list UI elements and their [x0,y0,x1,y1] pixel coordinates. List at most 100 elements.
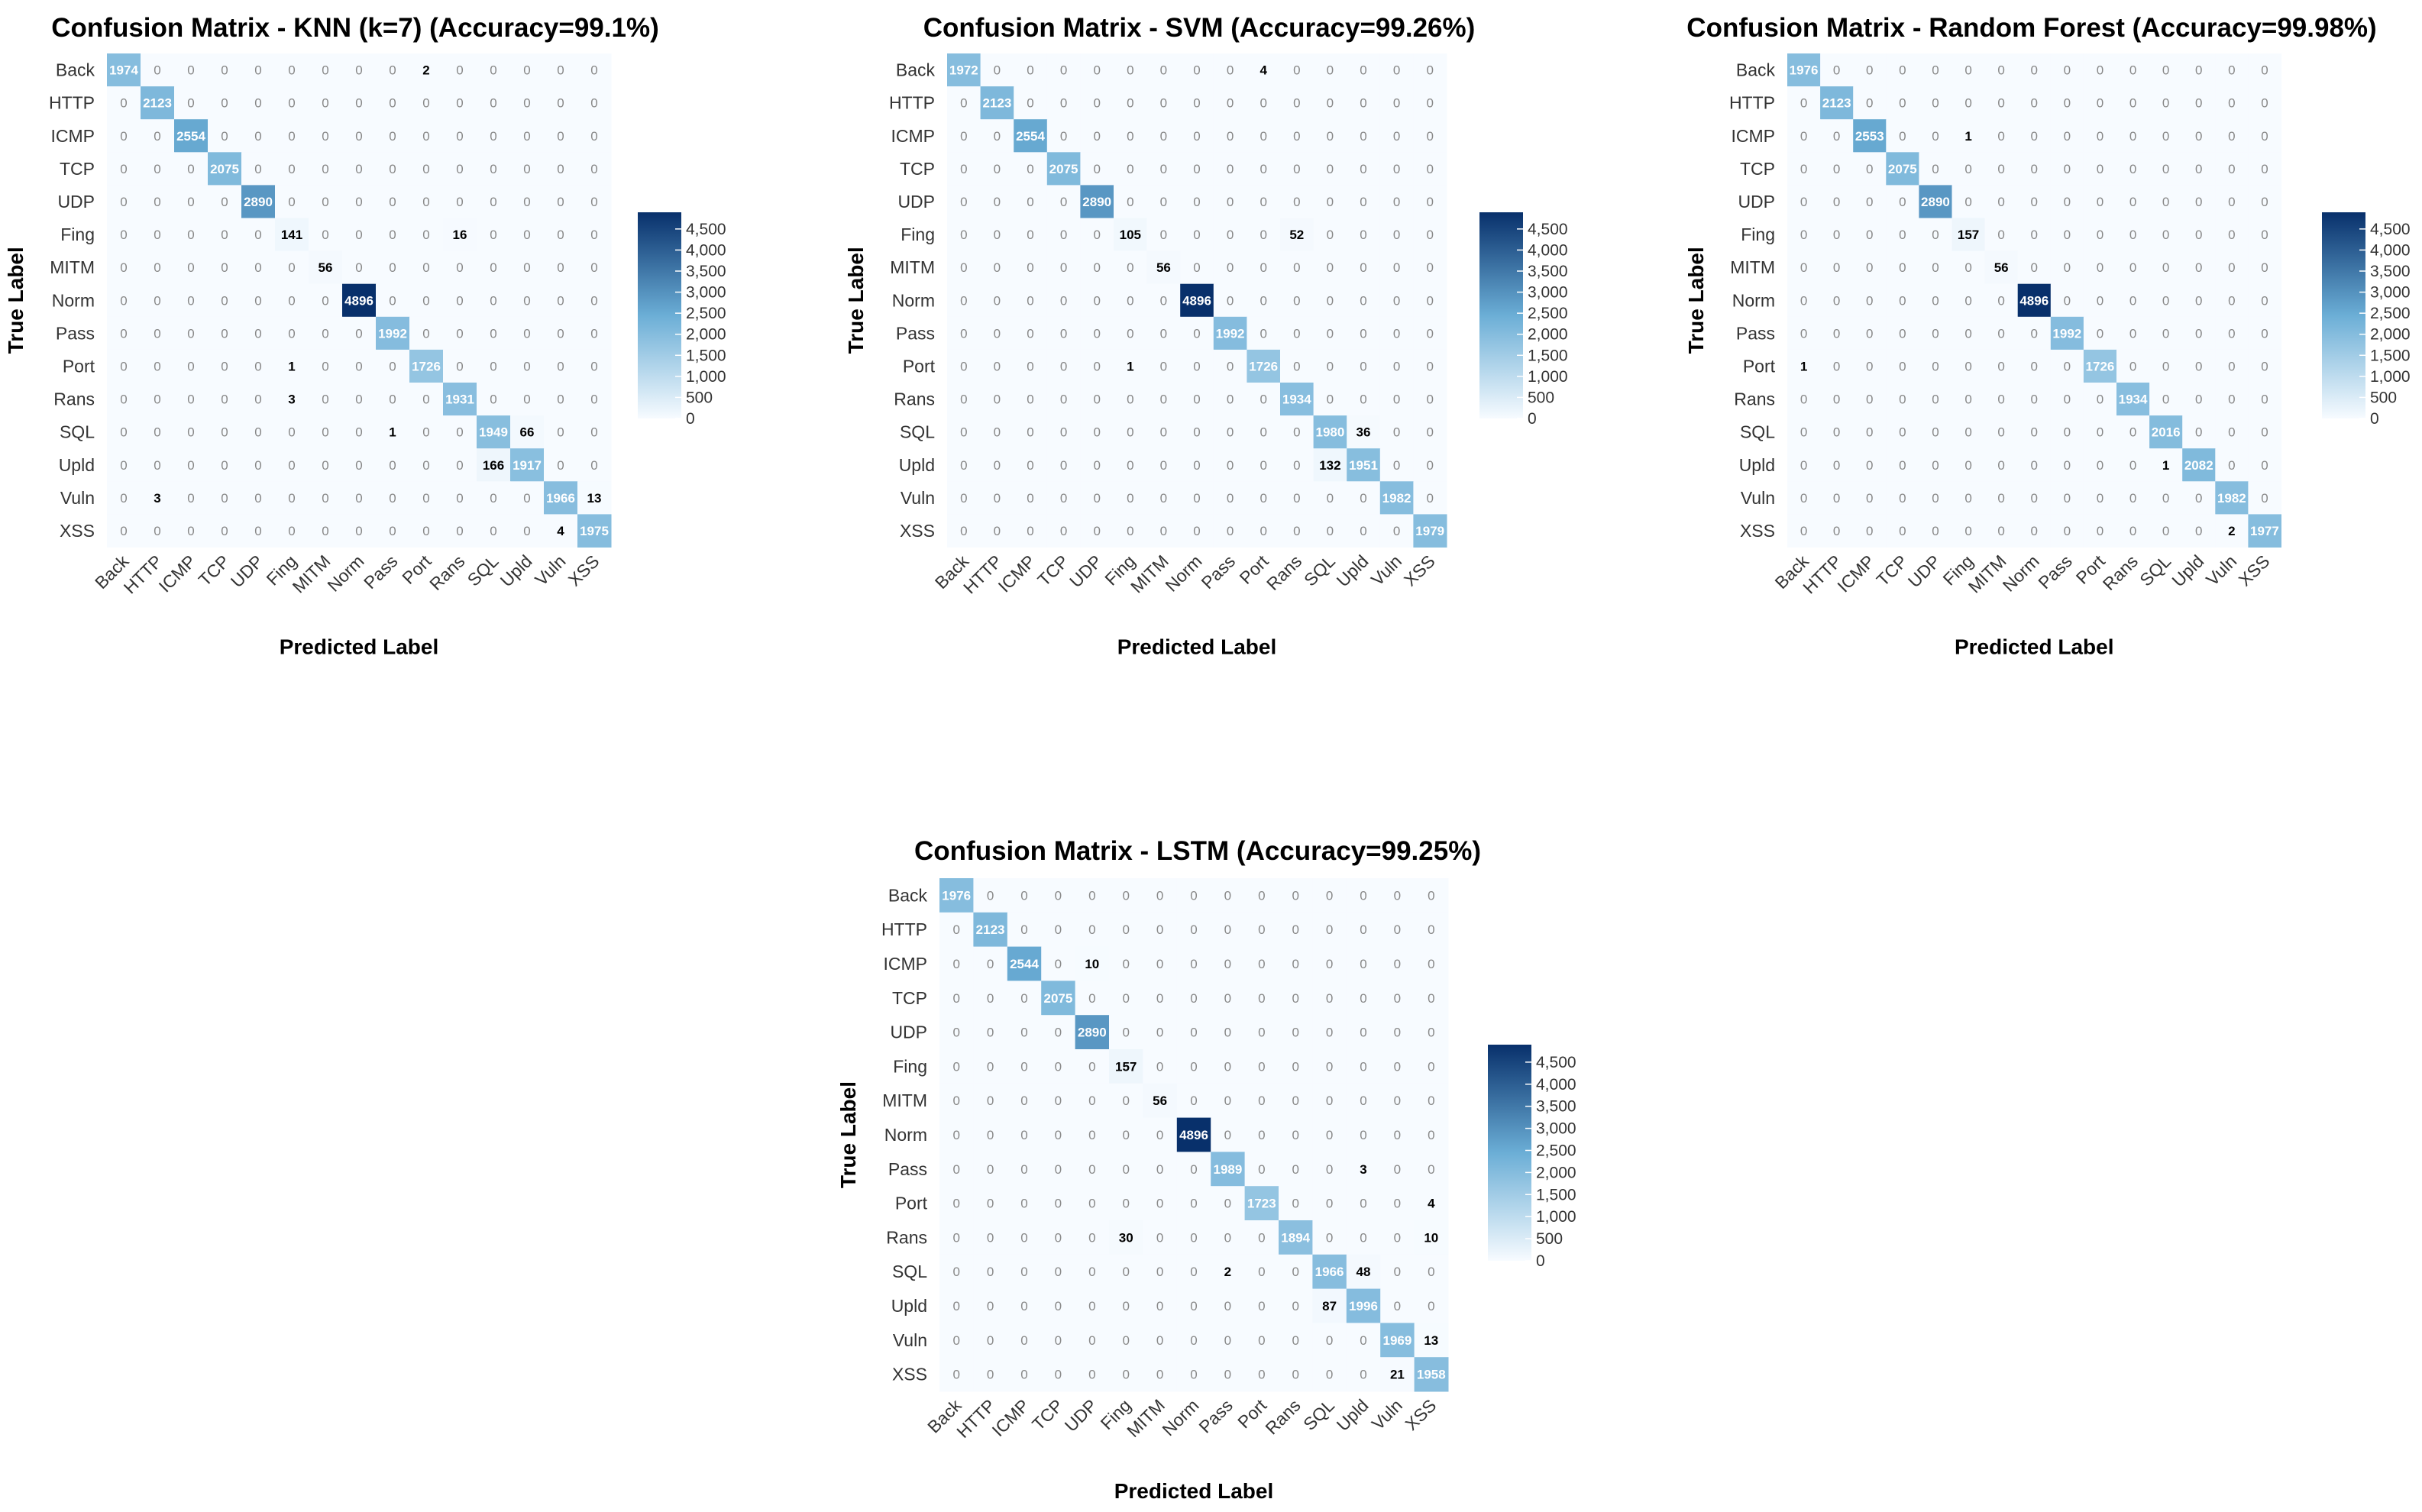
heatmap-cell [1109,1117,1143,1152]
cell-value-label: 0 [1326,1197,1333,1211]
cell-value-label: 0 [187,524,194,538]
x-tick-label: Rans [425,551,468,594]
cell-value-label: 0 [2097,326,2103,341]
heatmap-cell [1853,349,1887,383]
heatmap-cell [376,349,410,383]
heatmap-cell [1952,448,1986,482]
heatmap-cell [1984,415,2019,449]
heatmap-cell [477,316,511,351]
cell-value-label: 0 [1932,359,1939,373]
cell-value-label: 0 [1393,228,1400,242]
colorbar-tick-label: 3,500 [2370,263,2411,280]
heatmap-cell [973,946,1008,981]
heatmap-cell [1787,218,1821,252]
cell-value-label: 0 [2097,63,2103,78]
cell-value-label: 0 [1360,293,1366,308]
heatmap-cell [1280,481,1314,515]
cell-value-label: 0 [1932,326,1939,341]
heatmap-cell [1413,152,1447,186]
colorbar-tick-label: 2,000 [1536,1164,1576,1181]
heatmap-cell [973,1186,1008,1221]
heatmap-cell [141,152,175,186]
cell-value-label: 36 [1357,425,1371,440]
cell-value-label: 0 [1260,195,1266,209]
heatmap-cell [1414,1015,1449,1050]
heatmap-cell [1014,481,1048,515]
heatmap-cell [1379,218,1414,252]
cell-value-label: 0 [1060,293,1067,308]
heatmap-cell [1787,481,1821,515]
heatmap-cell [1346,912,1381,948]
y-tick-label: Pass [56,323,95,343]
heatmap-cell [1114,86,1148,120]
chart-title: Confusion Matrix - Random Forest (Accura… [1686,13,2376,43]
cell-value-label: 0 [1293,491,1300,506]
heatmap-cell [1176,981,1211,1016]
heatmap-cell [1211,1288,1246,1323]
heatmap-cell [275,349,309,383]
y-tick-label: Norm [1732,290,1775,310]
heatmap-cell [2149,53,2183,87]
cell-value-label: 0 [2195,393,2202,407]
heatmap-cell [1143,946,1178,981]
heatmap-cell [1247,514,1281,548]
heatmap-cell [309,185,343,218]
cell-value-label: 0 [1027,96,1033,111]
cell-value-label: 0 [1292,1333,1298,1348]
cell-value-label: 1958 [1417,1368,1446,1382]
cell-value-label: 0 [2097,491,2103,506]
cell-value-label: 0 [1426,162,1433,176]
heatmap-cell [1080,218,1114,252]
heatmap-cell [1853,481,1887,515]
cell-value-label: 0 [1326,1059,1333,1074]
cell-value-label: 0 [2064,425,2071,440]
cell-value-label: 0 [1327,393,1334,407]
cell-value-label: 0 [1122,991,1129,1006]
heatmap-cell [1984,218,2019,252]
heatmap-cell [342,316,377,351]
x-tick-label: XSS [2235,551,2274,590]
heatmap-cell [1146,152,1181,186]
cell-value-label: 0 [1360,1197,1366,1211]
cell-value-label: 1976 [942,888,971,903]
heatmap-cell [2248,218,2281,252]
heatmap-cell [1244,1117,1279,1152]
heatmap-cell [577,218,612,252]
heatmap-cell [1787,514,1821,548]
heatmap-cell [107,448,141,482]
cell-value-label: 0 [1160,524,1167,538]
heatmap-cell [2050,119,2084,153]
cell-value-label: 0 [1866,425,1873,440]
cell-value-label: 0 [490,491,496,506]
cell-value-label: 0 [1020,1265,1027,1279]
heatmap-cell [2116,218,2150,252]
heatmap-cell [2083,415,2117,449]
heatmap-cell [174,250,209,285]
heatmap-cell [1312,1083,1347,1119]
cell-value-label: 0 [952,922,959,937]
y-tick-label: SQL [900,422,935,442]
heatmap-cell [1952,185,1986,218]
heatmap-cell [1279,878,1313,913]
heatmap-cell [1853,383,1887,416]
heatmap-cell [1109,912,1143,948]
heatmap-cell [1213,349,1247,383]
heatmap-cell [174,152,209,186]
heatmap-cell [107,481,141,515]
cell-value-label: 0 [590,425,597,440]
heatmap-cell [2083,218,2117,252]
cell-value-label: 0 [1327,228,1334,242]
cell-value-label: 0 [960,524,967,538]
cell-value-label: 0 [422,326,429,341]
colorbar-tick-label: 500 [1528,389,1554,406]
cell-value-label: 0 [2129,524,2136,538]
heatmap-cell [1413,316,1447,351]
heatmap-cell [1007,1288,1042,1323]
heatmap-cell [1041,1288,1076,1323]
heatmap-cell [2050,316,2084,351]
cell-value-label: 0 [1258,1026,1265,1040]
cell-value-label: 0 [523,491,530,506]
cell-value-label: 0 [1428,1162,1434,1177]
heatmap-cell [1279,912,1313,948]
cell-value-label: 0 [187,260,194,275]
